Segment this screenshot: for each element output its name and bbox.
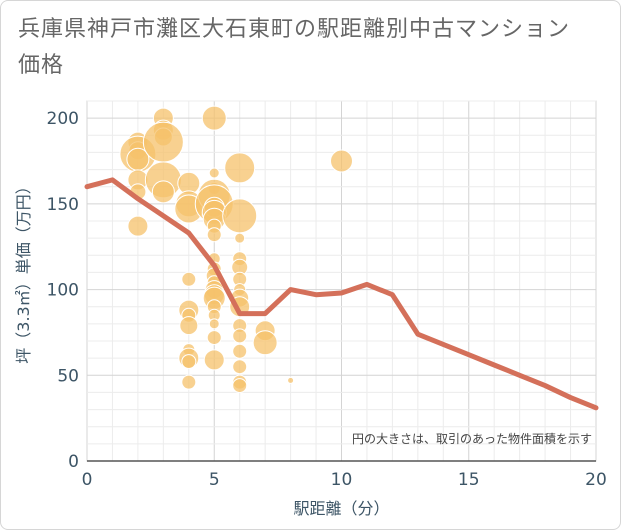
bubble-60 (232, 378, 248, 394)
chart-title: 兵庫県神戸市灘区大石東町の駅距離別中古マンション価格 (18, 17, 571, 78)
x-axis-label: 駅距離（分） (293, 499, 389, 518)
bubble-layer (119, 105, 353, 394)
bubble-44 (206, 330, 222, 346)
bubble-16 (181, 271, 197, 287)
bubble-6 (127, 215, 149, 237)
trend-line (84, 177, 599, 411)
bubble-48 (234, 232, 246, 244)
size-note: 円の大きさは、取引のあった物件面積を示す (352, 431, 592, 446)
bubble-10 (142, 121, 184, 163)
x-tick-label-4: 20 (585, 470, 607, 490)
bubble-63 (287, 376, 295, 384)
x-tick-label-0: 0 (82, 470, 93, 490)
y-tick-label-1: 50 (57, 366, 79, 386)
y-tick-label-3: 150 (47, 195, 79, 215)
y-axis-label: 坪（3.3㎡）単価（万円） (14, 178, 33, 363)
bubble-33 (206, 227, 222, 243)
bubble-45 (203, 349, 225, 371)
y-tick-label-2: 100 (47, 281, 79, 301)
x-tick-label-3: 15 (458, 470, 480, 490)
bubble-47 (222, 198, 258, 234)
y-tick-label-4: 200 (47, 109, 79, 129)
x-tick-label-1: 5 (209, 470, 220, 490)
bubble-46 (224, 152, 256, 184)
bubble-12 (151, 180, 175, 204)
bubble-64 (330, 149, 353, 173)
bubble-19 (179, 316, 199, 336)
bubble-62 (252, 330, 278, 356)
x-tick-label-2: 10 (331, 470, 353, 490)
bubble-25 (208, 167, 220, 179)
y-tick-label-0: 0 (68, 452, 79, 472)
trend-layer (84, 177, 599, 411)
bubble-23 (181, 374, 197, 390)
bubble-56 (232, 328, 248, 344)
bubble-58 (232, 359, 248, 375)
bubble-43 (208, 318, 220, 330)
bubble-57 (232, 343, 248, 359)
bubble-22 (181, 354, 197, 370)
bubble-24 (201, 105, 227, 131)
